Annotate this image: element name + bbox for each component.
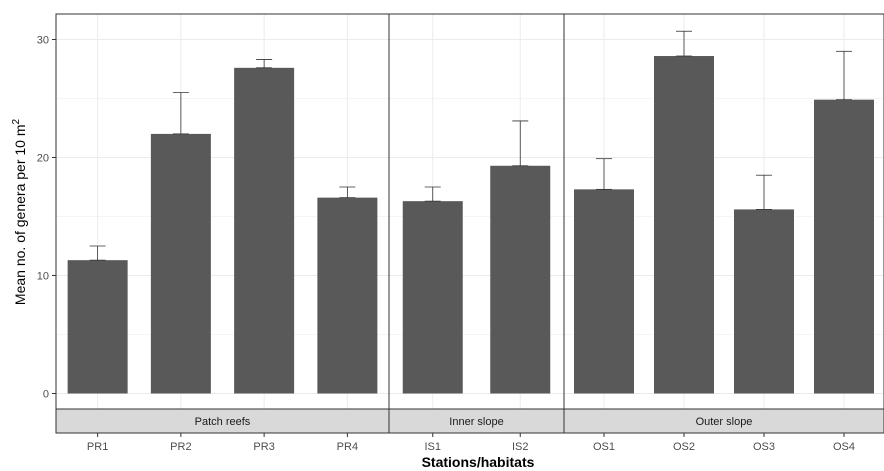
x-tick-label: OS4 [833, 441, 855, 453]
panel-outer-slope: Outer slope OS1 OS2 OS3 OS4 [563, 13, 884, 453]
bar-pr2 [150, 133, 211, 394]
bar-os4 [814, 99, 874, 394]
x-tick-label: PR4 [337, 441, 358, 453]
y-axis-title-main: Mean no. of genera per 10 m [12, 125, 28, 306]
facet-strip [388, 408, 565, 434]
bar-pr4 [317, 197, 378, 394]
facet-strip [563, 408, 884, 434]
x-tick-label: PR3 [253, 441, 274, 453]
x-axis-title: Stations/habitats [422, 454, 535, 470]
panel-patch-reefs: Patch reefs PR1 PR2 PR3 PR4 [55, 13, 390, 453]
bar-is2 [490, 165, 551, 394]
x-tick-label: OS2 [673, 441, 695, 453]
bar-os1 [574, 189, 634, 394]
facet-strip-label: Patch reefs [195, 416, 251, 428]
y-axis: 0 10 20 30 [37, 35, 56, 401]
facet-strip-label: Inner slope [449, 416, 503, 428]
y-tick-label: 20 [37, 153, 49, 165]
x-tick-label: OS1 [593, 441, 615, 453]
bar-pr3 [234, 67, 295, 394]
bar-os2 [654, 56, 714, 394]
x-tick-label: IS2 [512, 441, 529, 453]
x-tick-label: PR2 [170, 441, 191, 453]
chart-panels: Patch reefs PR1 PR2 PR3 PR4 Inner slope IS1 IS2… [55, 13, 884, 453]
facet-strip-label: Outer slope [696, 416, 753, 428]
x-tick-label: PR1 [87, 441, 108, 453]
y-axis-title: Mean no. of genera per 10 m2 [11, 119, 28, 306]
y-tick-label: 0 [43, 389, 49, 401]
y-tick-label: 10 [37, 271, 49, 283]
x-tick-label: IS1 [424, 441, 441, 453]
bar-os3 [734, 209, 794, 394]
bar-pr1 [67, 260, 128, 394]
bar-is1 [402, 201, 463, 394]
facet-strip [55, 408, 390, 434]
y-tick-label: 30 [37, 35, 49, 47]
panel-inner-slope: Inner slope IS1 IS2 [388, 13, 565, 453]
y-axis-title-superscript: 2 [11, 119, 22, 125]
x-tick-label: OS3 [753, 441, 775, 453]
